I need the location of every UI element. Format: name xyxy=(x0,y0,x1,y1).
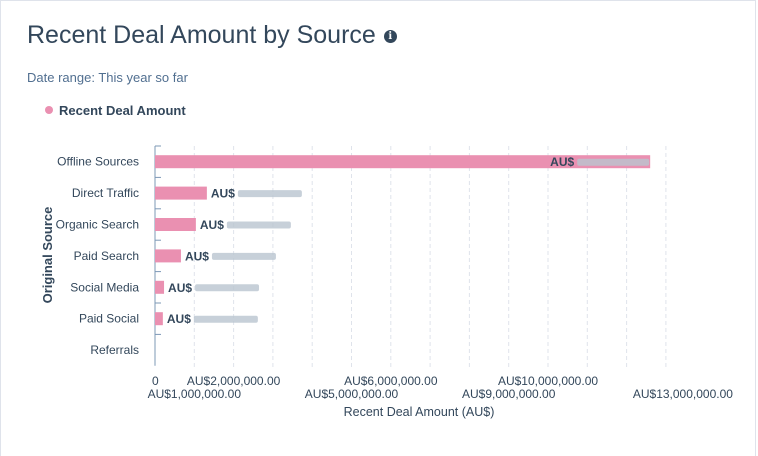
date-range: Date range: This year so far xyxy=(27,70,188,85)
x-tick-label: AU$10,000,000.00 xyxy=(498,374,598,388)
x-tick-label: AU$5,000,000.00 xyxy=(305,387,399,401)
data-label-redacted xyxy=(211,252,276,260)
x-tick-label: AU$6,000,000.00 xyxy=(344,374,438,388)
x-tick-label: AU$9,000,000.00 xyxy=(462,387,556,401)
x-tick-label: AU$13,000,000.00 xyxy=(633,387,733,401)
data-label: AU$ xyxy=(550,155,574,169)
bar[interactable] xyxy=(155,155,651,169)
chart-title: Recent Deal Amount by Source i xyxy=(27,21,397,50)
bar[interactable] xyxy=(155,249,181,263)
info-circle-icon[interactable]: i xyxy=(383,29,397,43)
bar[interactable] xyxy=(155,312,163,326)
legend[interactable]: Recent Deal Amount xyxy=(45,103,186,118)
data-label-redacted xyxy=(577,158,650,166)
category-label: Direct Traffic xyxy=(72,186,139,200)
bar[interactable] xyxy=(155,186,207,200)
chart-title-text: Recent Deal Amount by Source xyxy=(27,21,376,49)
data-label-redacted xyxy=(226,221,291,229)
category-label: Referrals xyxy=(90,343,139,357)
category-label: Organic Search xyxy=(56,218,139,232)
date-range-label: Date range: xyxy=(27,70,95,85)
data-label-redacted xyxy=(195,284,260,292)
category-label: Paid Search xyxy=(74,249,139,263)
data-label: AU$ xyxy=(167,312,191,326)
data-label: AU$ xyxy=(211,187,235,201)
legend-swatch xyxy=(45,106,53,114)
x-tick-label: AU$2,000,000.00 xyxy=(187,374,281,388)
bar[interactable] xyxy=(155,280,165,294)
date-range-value: This year so far xyxy=(98,70,188,85)
y-axis-title: Original Source xyxy=(40,207,55,304)
category-label: Social Media xyxy=(70,280,139,294)
x-tick-label: AU$1,000,000.00 xyxy=(148,387,242,401)
data-label: AU$ xyxy=(200,218,224,232)
category-label: Paid Social xyxy=(79,312,139,326)
data-label-redacted xyxy=(193,315,258,323)
x-tick-label: 0 xyxy=(152,374,159,388)
x-axis-title: Recent Deal Amount (AU$) xyxy=(344,405,495,419)
legend-label: Recent Deal Amount xyxy=(59,103,186,118)
bar[interactable] xyxy=(155,218,196,231)
data-label: AU$ xyxy=(168,281,192,295)
data-label-redacted xyxy=(237,190,302,198)
category-label: Offline Sources xyxy=(57,155,139,169)
data-label: AU$ xyxy=(185,249,209,263)
